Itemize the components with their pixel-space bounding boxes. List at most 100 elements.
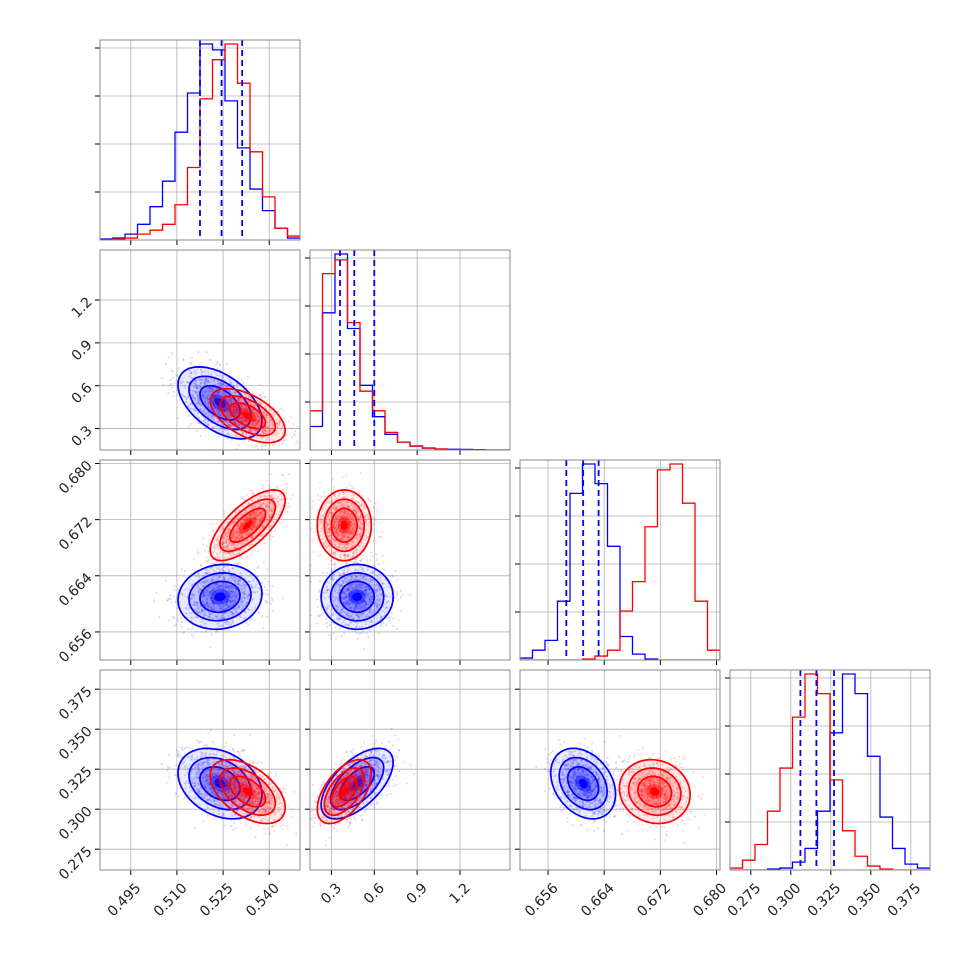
y-tick-label: 1.2 bbox=[69, 294, 96, 321]
histogram-series-0 bbox=[100, 43, 300, 240]
scatter-panel-3-1: 0.3 0.6 0.9 1.2 bbox=[305, 670, 510, 907]
x-tick-label: 0.495 bbox=[105, 880, 145, 920]
panel-frame bbox=[519, 669, 721, 871]
contour-line-series-0 bbox=[549, 747, 617, 820]
contour-line-series-0 bbox=[320, 747, 394, 820]
y-tick-label: 0.3 bbox=[69, 423, 96, 450]
contour-line-series-1 bbox=[219, 498, 277, 553]
contour-line-series-0 bbox=[199, 765, 241, 802]
y-tick-label: 0.275 bbox=[56, 844, 96, 884]
x-tick-label: 0.656 bbox=[522, 880, 562, 920]
y-tick-label: 0.656 bbox=[56, 626, 96, 666]
panel-frame bbox=[309, 249, 511, 451]
y-tick-label: 0.375 bbox=[56, 684, 96, 724]
histogram-series-1 bbox=[730, 673, 930, 870]
panel-frame bbox=[309, 669, 511, 871]
panel-frame bbox=[99, 249, 301, 451]
density-peak bbox=[242, 520, 253, 530]
density-peak bbox=[650, 787, 660, 796]
panel-content bbox=[100, 460, 300, 660]
x-tick-label: 0.350 bbox=[845, 880, 885, 920]
panel-content bbox=[100, 670, 300, 870]
contour-line-series-0 bbox=[339, 580, 376, 614]
contour-line-series-0 bbox=[199, 580, 241, 614]
histogram-series-0 bbox=[520, 463, 720, 660]
x-tick-label: 0.510 bbox=[151, 880, 191, 920]
y-tick-label: 0.300 bbox=[56, 804, 96, 844]
samples-series-0 bbox=[310, 547, 412, 651]
contour-line-series-1 bbox=[316, 489, 373, 562]
density-peak bbox=[352, 592, 362, 602]
histogram-panel-2 bbox=[515, 460, 720, 665]
contour-line-series-1 bbox=[209, 758, 287, 825]
x-tick-label: 0.325 bbox=[805, 880, 845, 920]
x-tick-label: 0.6 bbox=[361, 880, 388, 907]
contour-line-series-1 bbox=[330, 775, 358, 808]
x-tick-label: 0.300 bbox=[765, 880, 805, 920]
x-tick-label: 0.9 bbox=[404, 880, 431, 907]
density-peak bbox=[242, 787, 253, 796]
scatter-panel-3-2: 0.656 0.664 0.672 0.680 bbox=[515, 670, 730, 920]
panel-frame bbox=[99, 459, 301, 661]
contour-line-series-0 bbox=[188, 756, 252, 811]
panel-content bbox=[520, 460, 720, 660]
contour-line-series-1 bbox=[219, 767, 277, 817]
histogram-panel-0 bbox=[95, 40, 300, 245]
contour-line-series-1 bbox=[330, 507, 358, 543]
contour-line-series-0 bbox=[329, 756, 385, 811]
x-tick-label: 0.3 bbox=[318, 880, 345, 907]
panel-content bbox=[100, 40, 300, 240]
contour-line-series-0 bbox=[177, 366, 263, 440]
contour-line-series-1 bbox=[228, 507, 267, 543]
contour-line-series-1 bbox=[228, 402, 267, 430]
histogram-panel-1 bbox=[305, 250, 510, 455]
histogram-series-0 bbox=[730, 673, 930, 870]
density-peak bbox=[340, 787, 348, 796]
x-tick-label: 0.540 bbox=[243, 880, 283, 920]
contour-line-series-1 bbox=[323, 498, 366, 553]
contour-line-series-0 bbox=[320, 563, 394, 631]
contour-line-series-1 bbox=[316, 758, 373, 825]
contour-line-series-1 bbox=[219, 394, 277, 437]
panel-content bbox=[310, 460, 510, 660]
y-tick-label: 0.680 bbox=[56, 458, 96, 498]
x-tick-label: 0.525 bbox=[197, 880, 237, 920]
contour-line-series-1 bbox=[209, 387, 287, 444]
contour-line-series-0 bbox=[199, 384, 241, 421]
panel-frame bbox=[729, 669, 931, 871]
histogram-series-1 bbox=[100, 43, 300, 240]
panel-content bbox=[310, 670, 510, 870]
contour-line-series-1 bbox=[229, 775, 267, 808]
scatter-panel-1-0: 0.3 0.6 0.9 1.2 bbox=[69, 250, 300, 455]
contour-line-series-1 bbox=[618, 758, 691, 825]
scatter-panel-2-0: 0.656 0.664 0.672 0.680 bbox=[56, 458, 300, 666]
scatter-panel-2-1 bbox=[305, 460, 510, 665]
panel-content bbox=[520, 670, 720, 870]
contour-line-series-0 bbox=[558, 756, 608, 811]
x-tick-label: 1.2 bbox=[447, 880, 474, 907]
x-tick-label: 0.680 bbox=[690, 880, 730, 920]
density-peak bbox=[340, 520, 348, 530]
x-tick-label: 0.375 bbox=[885, 880, 925, 920]
corner-panels: 0.30.60.91.20.6560.6640.6720.6800.2750.3… bbox=[56, 39, 931, 920]
x-tick-label: 0.275 bbox=[725, 880, 765, 920]
contour-line-series-0 bbox=[177, 563, 263, 631]
contour-line-series-1 bbox=[627, 767, 682, 817]
contour-line-series-0 bbox=[329, 572, 385, 622]
panel-content bbox=[310, 250, 510, 450]
y-tick-label: 0.350 bbox=[56, 724, 96, 764]
y-tick-label: 0.6 bbox=[69, 380, 96, 407]
y-tick-label: 0.672 bbox=[56, 514, 96, 554]
contour-line-series-0 bbox=[339, 765, 376, 802]
y-tick-label: 0.664 bbox=[56, 570, 96, 610]
panel-content bbox=[730, 670, 930, 870]
contour-line-series-0 bbox=[188, 572, 252, 622]
density-peak bbox=[578, 778, 588, 789]
y-tick-label: 0.9 bbox=[69, 337, 96, 364]
samples-series-1 bbox=[172, 378, 300, 450]
panel-frame bbox=[99, 669, 301, 871]
histogram-series-1 bbox=[520, 463, 720, 660]
x-tick-label: 0.664 bbox=[578, 880, 618, 920]
